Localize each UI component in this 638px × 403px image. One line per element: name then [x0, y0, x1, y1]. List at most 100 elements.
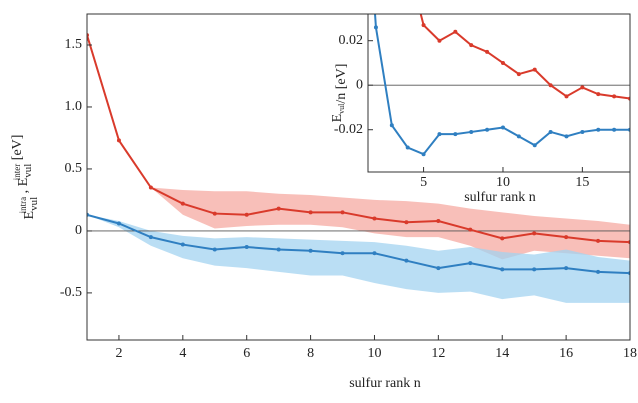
data-point — [180, 201, 185, 206]
data-point — [436, 266, 441, 271]
data-point — [500, 267, 505, 272]
data-point — [116, 221, 121, 226]
data-point — [340, 251, 345, 256]
data-point — [308, 210, 313, 215]
data-point — [564, 134, 569, 139]
data-point — [532, 67, 537, 72]
data-point — [372, 216, 377, 221]
data-point — [500, 125, 505, 130]
x-tick-label: 10 — [496, 175, 510, 190]
data-point — [596, 92, 601, 97]
data-point — [148, 235, 153, 240]
inset-chart: 5 10 15 -0.02 0 0.02 sulfur rank n Evul/n [eV] — [330, 13, 631, 205]
y-label-sub: vul — [337, 103, 346, 114]
data-point — [421, 152, 426, 157]
y-label-sup: inter — [12, 164, 22, 181]
uncertainty-band — [87, 214, 630, 303]
y-label-text: , E — [16, 178, 31, 197]
y-label-text: /n [eV] — [334, 64, 349, 104]
data-point — [596, 238, 601, 243]
data-point — [389, 123, 394, 128]
axes-frame — [86, 13, 631, 341]
x-tick-label: 6 — [243, 346, 250, 361]
y-axis-label: Evulintra , Evulinter [eV] — [10, 135, 39, 220]
data-point — [116, 138, 121, 143]
series-line — [374, 14, 630, 156]
inset-background — [368, 14, 630, 172]
y-tick-label: 0 — [75, 223, 82, 238]
y-tick-label: 1.0 — [65, 99, 83, 114]
series-line — [87, 213, 630, 275]
y-tick-label: 0 — [356, 77, 363, 92]
axes-frame — [367, 13, 631, 173]
data-point — [453, 132, 458, 137]
y-tick-label: -0.5 — [60, 285, 82, 300]
data-point — [437, 132, 442, 137]
x-tick-label: 18 — [623, 346, 637, 361]
data-point — [404, 220, 409, 225]
data-point — [469, 43, 474, 48]
y-label-text: E — [330, 114, 345, 123]
data-point — [500, 60, 505, 65]
x-tick-label: 4 — [179, 346, 186, 361]
data-point — [580, 129, 585, 134]
data-point — [468, 227, 473, 232]
uncertainty-band — [150, 187, 630, 260]
data-point — [580, 85, 585, 90]
data-point — [532, 231, 537, 236]
data-point — [244, 212, 249, 217]
x-axis-label: sulfur rank n — [464, 190, 536, 205]
data-point — [564, 235, 569, 240]
data-point — [485, 49, 490, 54]
data-point — [405, 145, 410, 150]
data-point — [596, 269, 601, 274]
data-point — [404, 258, 409, 263]
data-point — [532, 143, 537, 148]
data-point — [596, 127, 601, 132]
main-chart: 2 4 6 8 10 12 14 16 18 -0.5 0 0.5 1.0 1.5 sulfur rank … — [10, 13, 637, 391]
data-point — [421, 23, 426, 28]
data-point — [308, 248, 313, 253]
data-point — [548, 129, 553, 134]
x-tick-label: 14 — [495, 346, 509, 361]
data-point — [276, 247, 281, 252]
x-tick-label: 15 — [575, 175, 589, 190]
plot-area — [87, 33, 630, 303]
x-axis-label: sulfur rank n — [349, 376, 421, 391]
y-label-sub: vul — [22, 164, 34, 178]
x-tick-label: 5 — [420, 175, 427, 190]
data-point — [564, 266, 569, 271]
y-tick-label: 0.5 — [65, 161, 83, 176]
data-point — [244, 245, 249, 250]
y-label-sup: intra — [18, 197, 28, 214]
data-point — [516, 134, 521, 139]
y-label-text: [eV] — [10, 135, 25, 164]
data-point — [373, 25, 378, 30]
series-line — [87, 34, 630, 244]
series-line — [419, 14, 630, 100]
data-point — [612, 127, 617, 132]
data-point — [340, 210, 345, 215]
y-tick-label: -0.02 — [334, 122, 363, 137]
data-point — [500, 236, 505, 241]
x-tick-label: 8 — [307, 346, 314, 361]
data-point — [469, 129, 474, 134]
x-tick-label: 10 — [367, 346, 381, 361]
y-axis-label: Evul/n [eV] — [330, 64, 349, 123]
data-point — [212, 211, 217, 216]
data-point — [485, 127, 490, 132]
data-point — [548, 83, 553, 88]
plot-area — [368, 14, 630, 157]
y-label-text: E — [22, 211, 37, 220]
data-point — [468, 261, 473, 266]
data-point — [212, 247, 217, 252]
x-tick-label: 16 — [559, 346, 573, 361]
data-point — [436, 219, 441, 224]
data-point — [453, 29, 458, 34]
data-point — [276, 206, 281, 211]
y-tick-label: 0.02 — [339, 33, 364, 48]
data-point — [180, 242, 185, 247]
data-point — [372, 251, 377, 256]
